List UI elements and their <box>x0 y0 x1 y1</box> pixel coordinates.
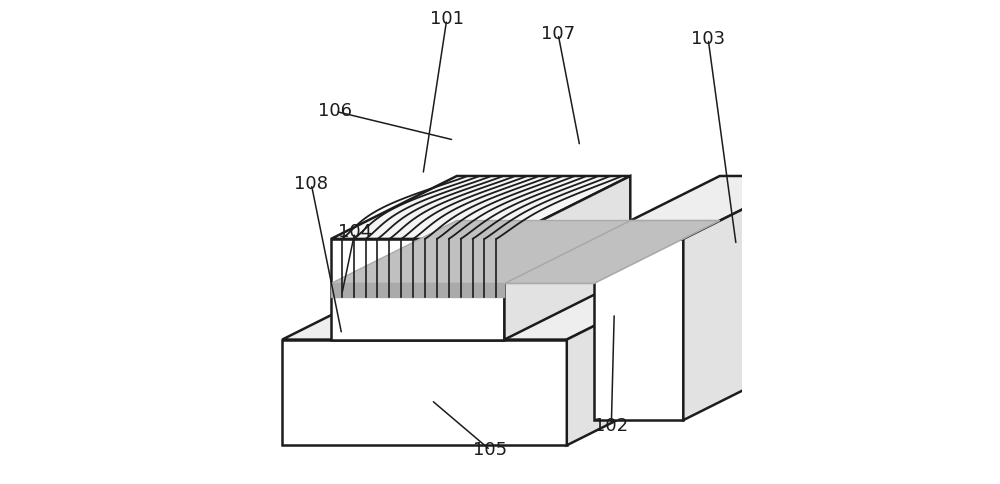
Polygon shape <box>331 239 504 340</box>
Polygon shape <box>683 176 809 420</box>
Polygon shape <box>331 221 630 284</box>
Text: 105: 105 <box>473 441 507 459</box>
Polygon shape <box>504 176 630 340</box>
Text: 108: 108 <box>294 175 328 193</box>
Text: 101: 101 <box>430 10 464 29</box>
Polygon shape <box>567 277 693 445</box>
Text: 107: 107 <box>541 25 575 43</box>
Text: 103: 103 <box>691 30 725 48</box>
Polygon shape <box>594 176 809 239</box>
Polygon shape <box>594 239 683 420</box>
Polygon shape <box>331 176 630 239</box>
Text: 106: 106 <box>318 102 352 121</box>
Text: 104: 104 <box>338 223 372 242</box>
Polygon shape <box>282 340 567 445</box>
Text: 102: 102 <box>594 417 628 435</box>
Polygon shape <box>504 221 720 284</box>
Polygon shape <box>331 284 504 297</box>
Polygon shape <box>282 277 693 340</box>
